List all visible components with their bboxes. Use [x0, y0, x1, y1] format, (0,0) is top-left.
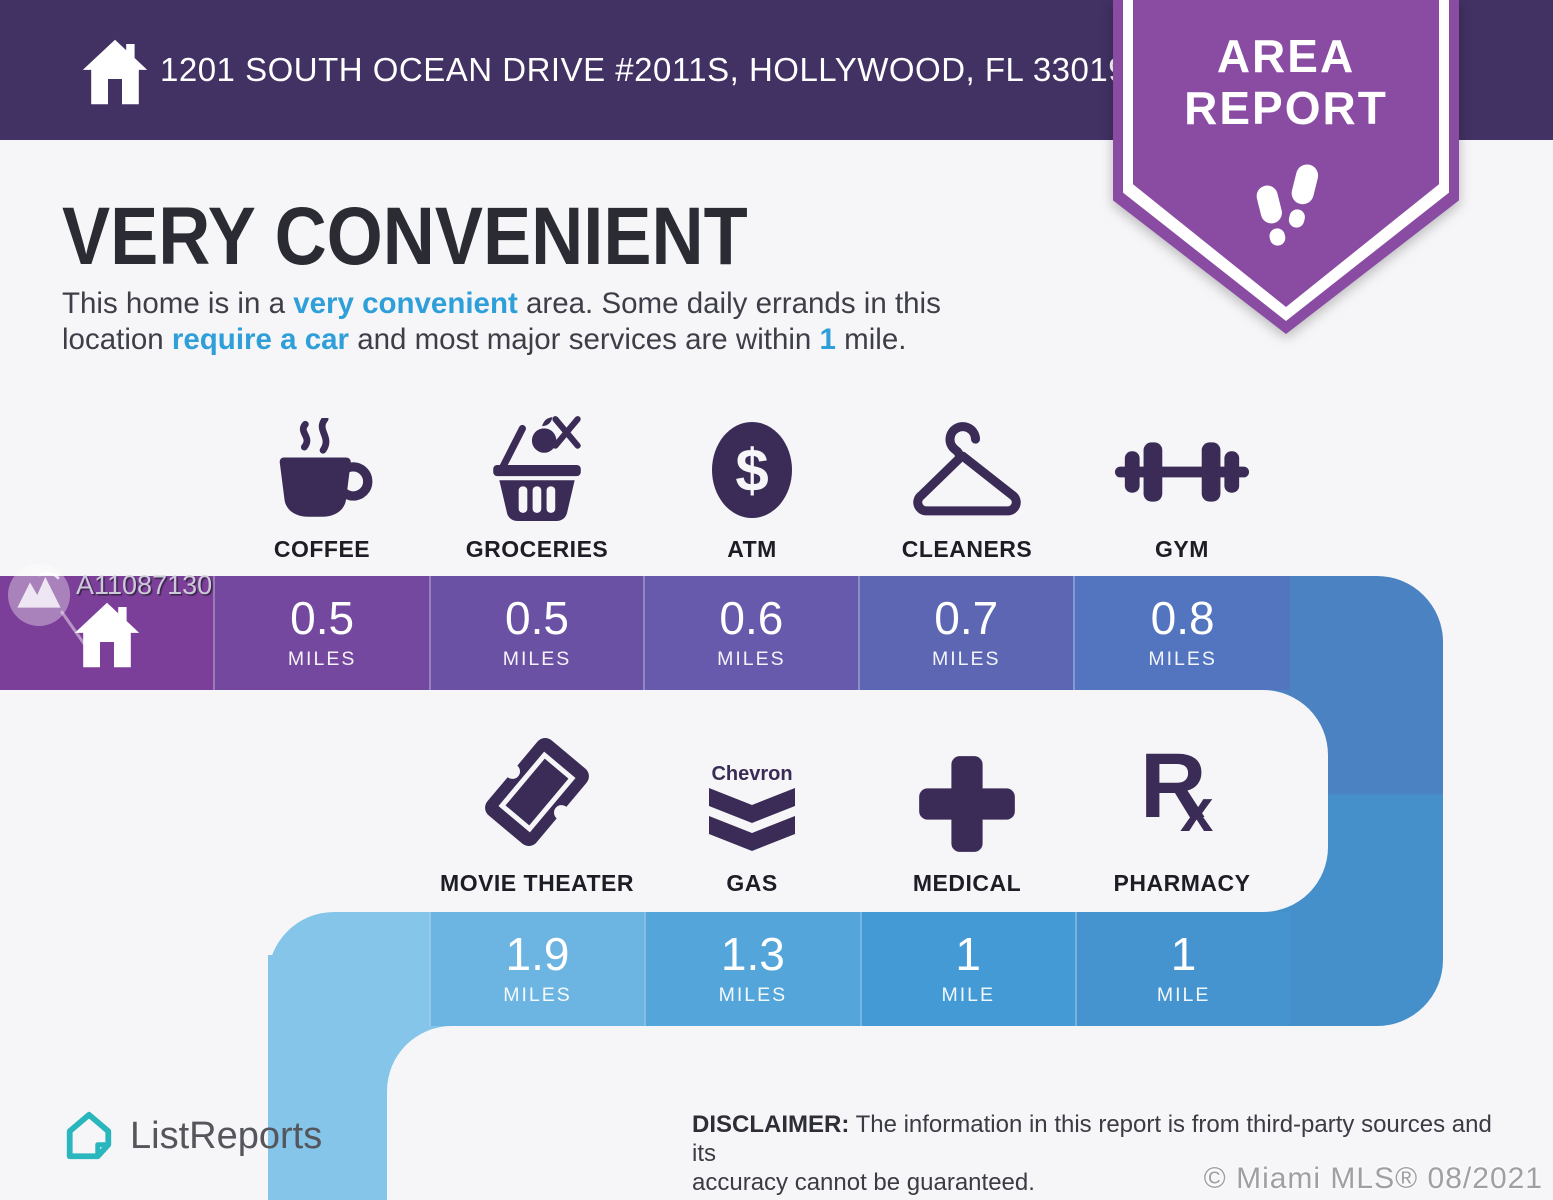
snake-fillet-bottom-left [387, 1026, 452, 1091]
band-cell-pharmacy: 1 MILE [1074, 912, 1291, 1026]
disclaimer-line2: accuracy cannot be guaranteed. [692, 1169, 1035, 1196]
dumbbell-icon [1114, 442, 1250, 502]
property-address: 1201 SOUTH OCEAN DRIVE #2011S, HOLLYWOOD… [160, 51, 1128, 88]
place-label: COFFEE [273, 536, 371, 562]
highlight-one: 1 [819, 323, 836, 356]
summary-line1: This home is in a very convenient area. … [62, 287, 941, 320]
band-cell-coffee: 0.5 MILES [213, 576, 429, 690]
coffee-icon [279, 418, 373, 517]
mls-listing-watermark: A11087130 [8, 564, 213, 667]
band-cell-medical: 1 MILE [859, 912, 1075, 1026]
band-cell-movie-theater: 1.9 MILES [428, 912, 645, 1026]
chevron-brand-text: Chevron [711, 763, 793, 785]
ribbon-line2: REPORT [1184, 82, 1388, 134]
highlight-very-convenient: very convenient [293, 287, 518, 320]
hanger-icon [913, 422, 1021, 516]
band-cell-atm: 0.6 MILES [643, 576, 858, 690]
place-label: PHARMACY [1113, 870, 1251, 896]
place-medical: MEDICAL [857, 738, 1077, 897]
place-label: MOVIE THEATER [440, 870, 634, 896]
disclaimer: DISCLAIMER: The information in this repo… [692, 1110, 1492, 1197]
place-pharmacy: R x PHARMACY [1072, 735, 1292, 897]
place-coffee: COFFEE [212, 404, 432, 563]
distance-band-bottom: 1.9 MILES 1.3 MILES 1 MILE 1 MILE [268, 912, 1330, 1026]
home-icon [74, 602, 139, 668]
page-title: VERY CONVENIENT [62, 191, 748, 282]
chevron-stripes-icon [709, 788, 795, 851]
mls-logo-icon [8, 564, 70, 626]
rx-icon: R x [1140, 735, 1214, 844]
snake-fillet-top-right [1263, 690, 1328, 755]
summary-line2: location require a car and most major se… [62, 323, 907, 356]
distance-band-top: 0.5 MILES 0.5 MILES 0.6 MILES 0.7 MILES … [0, 576, 1331, 690]
band-cell-cleaners: 0.7 MILES [857, 576, 1073, 690]
home-icon [82, 39, 148, 105]
listreports-house-icon [66, 1111, 112, 1160]
svg-text:$: $ [735, 437, 768, 504]
listreports-wordmark: ListReports [130, 1114, 323, 1157]
place-cleaners: CLEANERS [857, 404, 1077, 563]
band-bottom-connector-piece [1290, 912, 1330, 1026]
place-label: GROCERIES [465, 536, 609, 562]
groceries-icon [493, 416, 581, 521]
movie-ticket-icon [485, 737, 589, 847]
place-gym: GYM [1072, 404, 1292, 563]
atm-dollar-icon: $ [712, 422, 792, 518]
listreports-logo: ListReports [62, 1108, 322, 1164]
place-label: CLEANERS [901, 536, 1033, 562]
footprints-icon [1256, 164, 1319, 246]
listing-id-text: A11087130 [76, 570, 213, 600]
place-movie-theater: MOVIE THEATER [427, 737, 647, 897]
band-top-connector-piece [1290, 576, 1331, 690]
place-label: ATM [727, 536, 777, 562]
band-cell-groceries: 0.5 MILES [428, 576, 644, 690]
place-label: GAS [726, 870, 778, 896]
highlight-require-a-car: require a car [171, 323, 349, 356]
disclaimer-line1: DISCLAIMER: The information in this repo… [692, 1111, 1492, 1167]
place-groceries: GROCERIES [427, 404, 647, 563]
area-report-badge: AREA REPORT [1113, 0, 1459, 334]
snake-right-connector [1328, 576, 1443, 1026]
place-atm: $ ATM [642, 404, 862, 563]
ribbon-title: AREA REPORT [1113, 30, 1459, 134]
mls-copyright-watermark: © Miami MLS® 08/2021 [1203, 1162, 1543, 1195]
ribbon-line1: AREA [1216, 30, 1356, 82]
band-cell-corner [268, 912, 429, 1026]
snake-fillet-bottom-right [1263, 847, 1328, 912]
band-cell-gym: 0.8 MILES [1072, 576, 1291, 690]
place-label: MEDICAL [912, 870, 1022, 896]
medical-cross-icon [919, 756, 1015, 852]
band-cell-gas: 1.3 MILES [644, 912, 860, 1026]
place-gas: Chevron GAS [642, 738, 862, 897]
summary-paragraph: This home is in a very convenient area. … [62, 286, 941, 358]
chevron-logo: Chevron [709, 763, 795, 856]
place-label: GYM [1155, 536, 1209, 562]
